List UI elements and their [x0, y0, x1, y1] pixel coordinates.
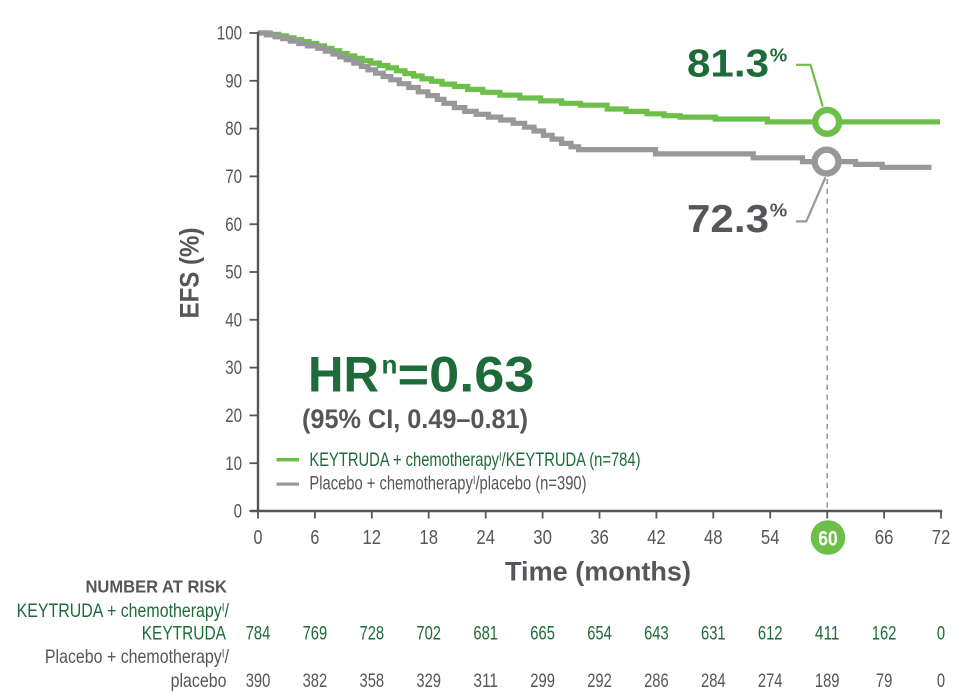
svg-text:54: 54 — [761, 527, 780, 549]
svg-text:20: 20 — [225, 406, 242, 427]
svg-text:643: 643 — [644, 624, 669, 645]
svg-text:70: 70 — [225, 167, 242, 188]
svg-text:284: 284 — [701, 671, 726, 692]
svg-text:0: 0 — [937, 671, 945, 692]
svg-text:100: 100 — [217, 24, 242, 45]
svg-text:162: 162 — [872, 624, 897, 645]
svg-text:48: 48 — [704, 527, 723, 549]
svg-text:40: 40 — [225, 310, 242, 331]
svg-text:411: 411 — [815, 624, 840, 645]
svg-text:30: 30 — [225, 358, 242, 379]
svg-text:10: 10 — [225, 454, 242, 475]
svg-text:KEYTRUDA + chemotherapyI/: KEYTRUDA + chemotherapyI/ — [17, 599, 230, 621]
svg-text:=0.63: =0.63 — [398, 346, 535, 402]
svg-text:Placebo + chemotherapyI/placeb: Placebo + chemotherapyI/placebo (n=390) — [309, 473, 586, 494]
svg-text:NUMBER AT RISK: NUMBER AT RISK — [85, 576, 227, 597]
svg-text:681: 681 — [473, 624, 498, 645]
svg-text:784: 784 — [246, 624, 271, 645]
svg-text:n: n — [382, 350, 398, 380]
svg-text:299: 299 — [530, 671, 555, 692]
svg-text:66: 66 — [875, 527, 894, 549]
svg-text:60: 60 — [225, 215, 242, 236]
svg-text:79: 79 — [876, 671, 892, 692]
svg-text:%: % — [770, 199, 788, 220]
svg-text:274: 274 — [758, 671, 783, 692]
svg-text:(95% CI, 0.49–0.81): (95% CI, 0.49–0.81) — [302, 404, 528, 434]
svg-text:390: 390 — [246, 671, 271, 692]
svg-text:665: 665 — [530, 624, 555, 645]
svg-text:286: 286 — [644, 671, 669, 692]
svg-text:72.3: 72.3 — [687, 198, 769, 241]
svg-text:189: 189 — [815, 671, 840, 692]
svg-text:KEYTRUDA + chemotherapyI/KEYTR: KEYTRUDA + chemotherapyI/KEYTRUDA (n=784… — [309, 449, 640, 470]
svg-text:612: 612 — [758, 624, 783, 645]
svg-text:EFS (%): EFS (%) — [175, 228, 205, 319]
svg-text:631: 631 — [701, 624, 726, 645]
svg-text:%: % — [770, 44, 788, 65]
svg-text:382: 382 — [303, 671, 328, 692]
svg-text:358: 358 — [360, 671, 385, 692]
svg-text:292: 292 — [587, 671, 612, 692]
svg-text:702: 702 — [416, 624, 441, 645]
svg-text:0: 0 — [254, 527, 263, 549]
svg-text:KEYTRUDA: KEYTRUDA — [142, 622, 227, 644]
svg-text:728: 728 — [360, 624, 385, 645]
svg-text:18: 18 — [419, 527, 438, 549]
svg-text:0: 0 — [937, 624, 945, 645]
svg-text:HR: HR — [308, 346, 379, 402]
svg-text:30: 30 — [533, 527, 552, 549]
svg-text:42: 42 — [647, 527, 666, 549]
svg-text:769: 769 — [303, 624, 328, 645]
svg-text:placebo: placebo — [171, 670, 227, 692]
svg-text:50: 50 — [225, 263, 242, 284]
svg-text:24: 24 — [476, 527, 495, 549]
svg-text:311: 311 — [473, 671, 498, 692]
svg-text:90: 90 — [225, 71, 242, 92]
svg-text:654: 654 — [587, 624, 612, 645]
svg-text:80: 80 — [225, 119, 242, 140]
svg-text:Placebo + chemotherapyI/: Placebo + chemotherapyI/ — [45, 646, 229, 668]
svg-text:6: 6 — [310, 527, 319, 549]
svg-text:Time (months): Time (months) — [505, 557, 691, 587]
svg-text:12: 12 — [363, 527, 382, 549]
svg-text:329: 329 — [416, 671, 441, 692]
svg-text:36: 36 — [590, 527, 609, 549]
svg-text:0: 0 — [234, 502, 242, 523]
svg-text:60: 60 — [818, 527, 837, 550]
svg-text:72: 72 — [932, 527, 951, 549]
svg-text:81.3: 81.3 — [687, 43, 769, 86]
